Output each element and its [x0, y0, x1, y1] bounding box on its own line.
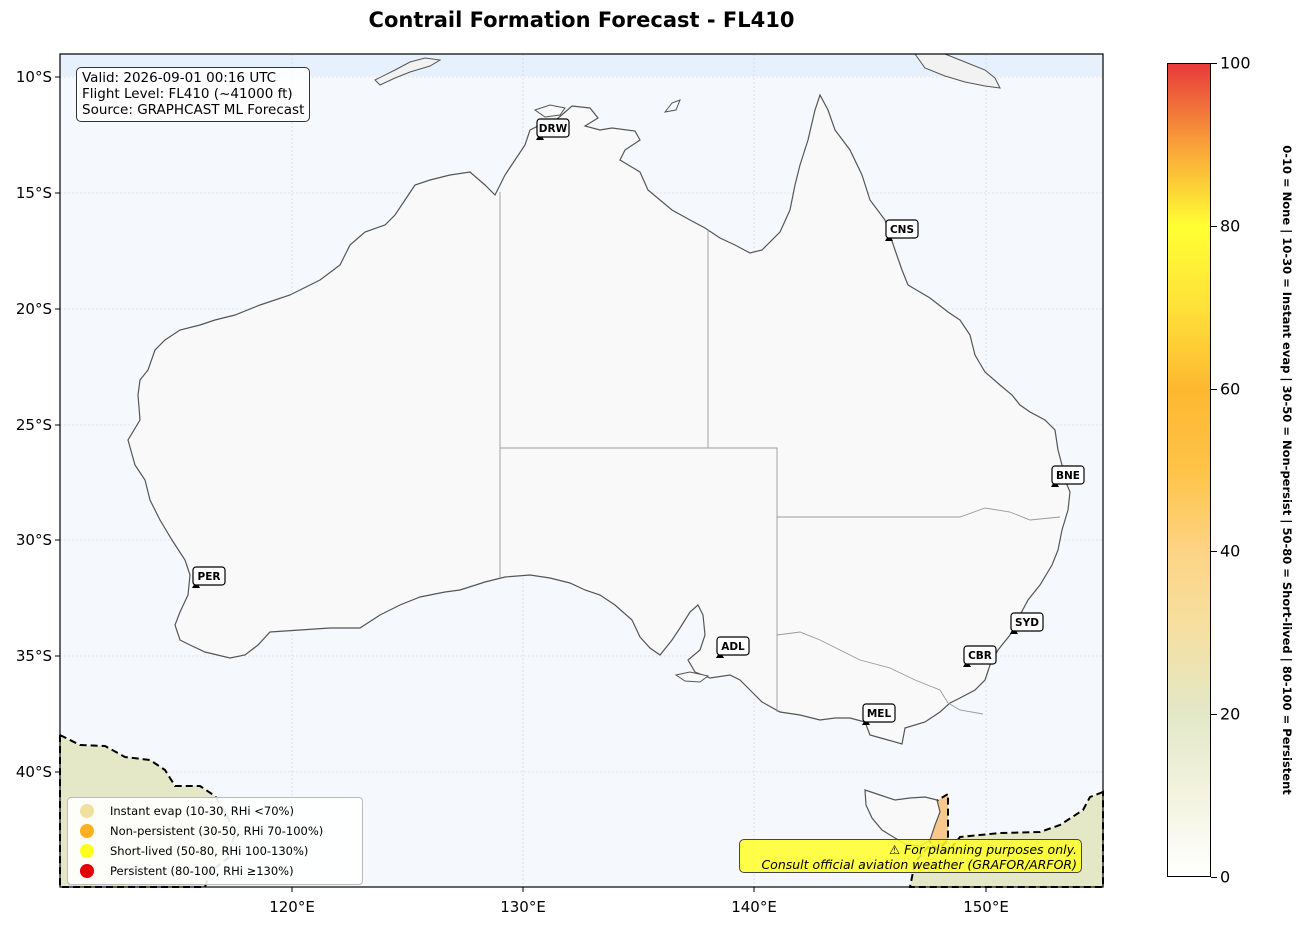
- legend-label: Non-persistent (30-50, RHi 70-100%): [110, 824, 324, 838]
- city-label-box: [1010, 612, 1044, 632]
- city-per[interactable]: PER: [192, 566, 226, 588]
- colorbar-tick-label: 60: [1220, 379, 1241, 399]
- legend-dot-instant-evap: [80, 804, 94, 818]
- legend-label: Persistent (80-100, RHi ≥130%): [110, 864, 294, 878]
- legend-dot-persistent: [80, 864, 94, 878]
- city-label: CNS: [890, 224, 914, 236]
- city-label-box: [885, 219, 919, 239]
- city-bne[interactable]: BNE: [1051, 465, 1085, 487]
- forecast-source: Source: GRAPHCAST ML Forecast: [82, 102, 305, 118]
- lat-tick-label: 10°S: [16, 68, 52, 86]
- colorbar-title: 0-10 = None | 10-30 = Instant evap | 30-…: [1280, 145, 1294, 795]
- latitude-ticks: 10°S 15°S 20°S 25°S 30°S 35°S 40°S: [16, 68, 60, 781]
- city-label-box: [1051, 465, 1085, 485]
- city-label-box: [716, 636, 750, 656]
- colorbar-tick-mark: [1211, 388, 1217, 390]
- legend-label: Short-lived (50-80, RHi 100-130%): [110, 844, 309, 858]
- legend-item-instant-evap: Instant evap (10-30, RHi <70%): [68, 801, 362, 821]
- colorbar-tick-label: 0: [1220, 867, 1231, 887]
- legend-item-short-lived: Short-lived (50-80, RHi 100-130%): [68, 841, 362, 861]
- city-label-box: [536, 118, 570, 138]
- lon-tick-label: 150°E: [963, 898, 1009, 916]
- lat-tick-label: 20°S: [16, 300, 52, 318]
- longitude-ticks: 120°E 130°E 140°E 150°E: [269, 887, 1009, 916]
- lon-tick-label: 120°E: [269, 898, 315, 916]
- lon-tick-label: 130°E: [500, 898, 546, 916]
- legend-label: Instant evap (10-30, RHi <70%): [110, 804, 294, 818]
- city-adl[interactable]: ADL: [716, 636, 750, 658]
- australia-landmass: [127, 93, 1071, 745]
- city-syd[interactable]: SYD: [1010, 612, 1044, 634]
- chart-title: Contrail Formation Forecast - FL410: [368, 8, 795, 32]
- colorbar-tick-mark: [1211, 551, 1217, 553]
- city-label: BNE: [1056, 470, 1080, 482]
- colorbar-tick-label: 20: [1220, 704, 1241, 724]
- colorbar-tick-mark: [1211, 714, 1217, 716]
- city-label-box: [192, 566, 226, 586]
- city-label: MEL: [867, 708, 892, 720]
- melville-island: [533, 104, 566, 118]
- northern-island-timor: [374, 57, 442, 86]
- lat-tick-label: 30°S: [16, 531, 52, 549]
- disclaimer-line-1: ⚠ For planning purposes only.: [889, 842, 1077, 857]
- legend-dot-short-lived: [80, 844, 94, 858]
- lat-tick-label: 15°S: [16, 184, 52, 202]
- groote-island: [663, 99, 681, 113]
- colorbar-tick-label: 100: [1220, 53, 1251, 73]
- city-label: DRW: [539, 123, 568, 135]
- lat-tick-label: 35°S: [16, 647, 52, 665]
- lat-tick-label: 40°S: [16, 763, 52, 781]
- colorbar-tick-label: 80: [1220, 216, 1241, 236]
- valid-time: Valid: 2026-09-01 00:16 UTC: [82, 70, 277, 86]
- city-drw[interactable]: DRW: [536, 118, 570, 140]
- forecast-info-box: Valid: 2026-09-01 00:16 UTC Flight Level…: [76, 67, 311, 122]
- colorbar-tick-mark: [1211, 877, 1217, 878]
- city-markers: DRW CNS BNE PER SYD ADL CBR MEL: [192, 118, 1085, 725]
- colorbar-tick-label: 40: [1220, 541, 1241, 561]
- colorbar: [1167, 63, 1211, 877]
- city-cns[interactable]: CNS: [885, 219, 919, 241]
- city-label: ADL: [721, 641, 745, 653]
- state-borders: [499, 192, 1061, 715]
- lat-tick-label: 25°S: [16, 416, 52, 434]
- city-label: CBR: [968, 650, 992, 662]
- north-ocean-band: [60, 54, 1103, 76]
- city-label-box: [862, 703, 896, 723]
- city-mel[interactable]: MEL: [862, 703, 896, 725]
- city-label-box: [963, 645, 997, 665]
- city-label: PER: [198, 571, 221, 583]
- category-legend: Instant evap (10-30, RHi <70%) Non-persi…: [67, 797, 363, 885]
- city-cbr[interactable]: CBR: [963, 645, 997, 667]
- map-frame: [59, 53, 1104, 888]
- legend-item-persistent: Persistent (80-100, RHi ≥130%): [68, 861, 362, 881]
- colorbar-tick-mark: [1211, 63, 1217, 64]
- planning-disclaimer: ⚠ For planning purposes only. Consult of…: [739, 839, 1082, 873]
- legend-item-non-persistent: Non-persistent (30-50, RHi 70-100%): [68, 821, 362, 841]
- colorbar-tick-mark: [1211, 225, 1217, 227]
- lon-tick-label: 140°E: [731, 898, 777, 916]
- disclaimer-line-2: Consult official aviation weather (GRAFO…: [761, 857, 1077, 872]
- city-label: SYD: [1015, 617, 1039, 629]
- legend-dot-non-persistent: [80, 824, 94, 838]
- tasmania-landmass: [864, 789, 941, 847]
- flight-level: Flight Level: FL410 (~41000 ft): [82, 86, 293, 102]
- northern-island-png: [914, 53, 1001, 89]
- kangaroo-island: [674, 671, 710, 683]
